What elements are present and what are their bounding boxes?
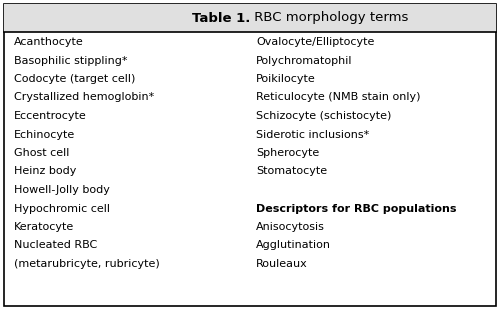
Text: RBC morphology terms: RBC morphology terms [250, 11, 408, 24]
Text: Anisocytosis: Anisocytosis [256, 222, 325, 232]
Text: (metarubricyte, rubricyte): (metarubricyte, rubricyte) [14, 259, 160, 269]
Text: Spherocyte: Spherocyte [256, 148, 320, 158]
Text: Poikilocyte: Poikilocyte [256, 74, 316, 84]
Text: Keratocyte: Keratocyte [14, 222, 74, 232]
Text: Reticulocyte (NMB stain only): Reticulocyte (NMB stain only) [256, 92, 420, 103]
Bar [4, 4, 496, 32]
Text: Eccentrocyte: Eccentrocyte [14, 111, 87, 121]
Text: Agglutination: Agglutination [256, 241, 331, 250]
Text: Codocyte (target cell): Codocyte (target cell) [14, 74, 136, 84]
Text: Stomatocyte: Stomatocyte [256, 166, 327, 176]
Text: Ovalocyte/Elliptocyte: Ovalocyte/Elliptocyte [256, 37, 374, 47]
Text: Siderotic inclusions*: Siderotic inclusions* [256, 130, 369, 140]
Text: Ghost cell: Ghost cell [14, 148, 70, 158]
Text: Descriptors for RBC populations: Descriptors for RBC populations [256, 203, 456, 214]
Text: Rouleaux: Rouleaux [256, 259, 308, 269]
Text: Heinz body: Heinz body [14, 166, 76, 176]
Text: Echinocyte: Echinocyte [14, 130, 75, 140]
Text: Crystallized hemoglobin*: Crystallized hemoglobin* [14, 92, 154, 103]
Text: Acanthocyte: Acanthocyte [14, 37, 84, 47]
Text: Howell-Jolly body: Howell-Jolly body [14, 185, 110, 195]
Text: Nucleated RBC: Nucleated RBC [14, 241, 97, 250]
Text: Basophilic stippling*: Basophilic stippling* [14, 55, 128, 65]
Text: Schizocyte (schistocyte): Schizocyte (schistocyte) [256, 111, 392, 121]
Text: Polychromatophil: Polychromatophil [256, 55, 352, 65]
Text: Table 1. RBC morphology terms: Table 1. RBC morphology terms [145, 11, 355, 24]
Text: Hypochromic cell: Hypochromic cell [14, 203, 110, 214]
Text: Table 1.: Table 1. [192, 11, 250, 24]
